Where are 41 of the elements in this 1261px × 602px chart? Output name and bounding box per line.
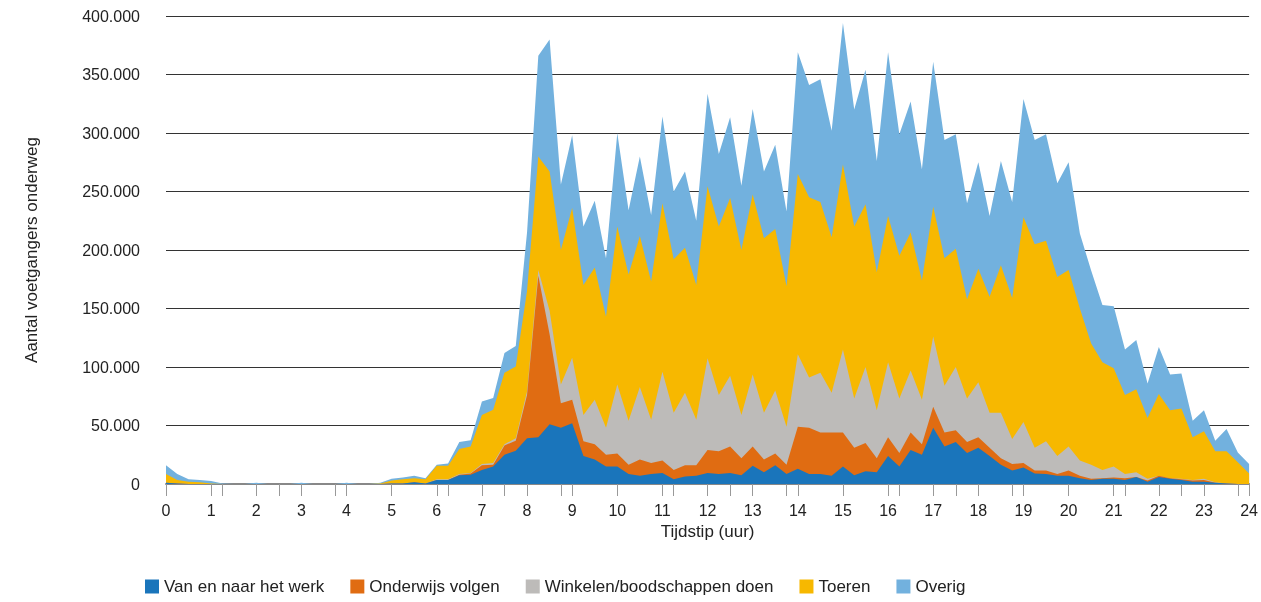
y-tick-label: 50.000: [91, 417, 141, 434]
y-tick-label: 100.000: [82, 358, 141, 376]
x-tick-label: 24: [1240, 501, 1259, 519]
y-axis-title: Aantal voetgangers onderweg: [22, 137, 41, 363]
x-tick-label: 2: [251, 501, 261, 519]
x-tick-label: 11: [654, 501, 671, 519]
y-tick-label: 200.000: [82, 241, 141, 259]
x-tick-label: 13: [743, 501, 762, 519]
x-tick-label: 20: [1059, 501, 1078, 519]
x-tick-label: 6: [432, 501, 442, 519]
x-tick-label: 15: [834, 501, 852, 519]
x-tick-label: 3: [296, 501, 306, 519]
y-tick-label: 400.000: [82, 7, 141, 25]
x-axis-title: Tijdstip (uur): [660, 521, 755, 541]
x-tick-label: 5: [387, 501, 397, 519]
y-tick-label: 0: [131, 475, 141, 493]
x-tick-label: 1: [206, 501, 216, 519]
y-tick-label: 350.000: [82, 66, 141, 83]
legend-label: Winkelen/boodschappen doen: [544, 577, 774, 596]
x-tick-label: 18: [969, 501, 988, 519]
legend-label: Toeren: [818, 577, 871, 596]
x-tick-label: 4: [342, 501, 352, 519]
x-tick-label: 8: [522, 501, 532, 519]
legend-label: Overig: [915, 577, 966, 596]
y-tick-label: 150.000: [82, 300, 141, 317]
x-tick-label: 9: [567, 501, 577, 519]
x-tick-label: 22: [1149, 501, 1168, 519]
x-tick-label: 16: [879, 501, 898, 519]
x-tick-label: 19: [1014, 501, 1033, 519]
y-tick-label: 250.000: [82, 183, 141, 200]
x-tick-label: 21: [1104, 501, 1123, 519]
y-tick-label: 300.000: [82, 124, 141, 142]
x-tick-label: 12: [698, 501, 717, 519]
legend-label: Van en naar het werk: [164, 577, 325, 596]
x-tick-label: 7: [477, 501, 487, 519]
x-tick-label: 17: [924, 501, 943, 519]
x-tick-label: 0: [161, 501, 171, 519]
x-tick-label: 14: [788, 501, 807, 519]
x-tick-label: 23: [1195, 501, 1213, 519]
x-tick-label: 10: [608, 501, 627, 519]
legend-label: Onderwijs volgen: [369, 577, 500, 596]
